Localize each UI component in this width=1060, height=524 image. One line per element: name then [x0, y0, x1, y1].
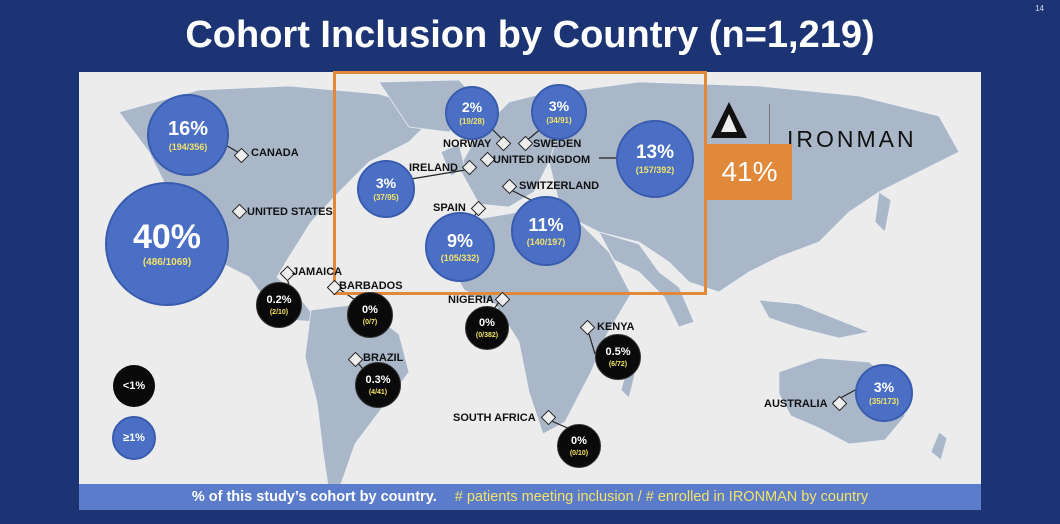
bubble-nigeria: 0% (0/382) — [465, 306, 509, 350]
label-barbados: BARBADOS — [339, 280, 403, 292]
label-nigeria: NIGERIA — [448, 294, 494, 306]
bubble-brazil-pct: 0.3% — [365, 373, 391, 386]
bubble-spain-count: (105/332) — [440, 252, 480, 263]
japan-landmass — [874, 191, 892, 233]
arabia-india-landmass — [598, 231, 695, 328]
bubble-switzerland-pct: 11% — [528, 214, 564, 235]
label-united-kingdom: UNITED KINGDOM — [493, 154, 591, 166]
world-map-panel: IRONMAN 41% CANADA UNITED STATES JAMAICA… — [79, 71, 981, 510]
label-norway: NORWAY — [443, 138, 492, 150]
bubble-barbados-count: (0/7) — [362, 318, 378, 326]
bubble-australia: 3% (35/173) — [855, 364, 913, 422]
bubble-switzerland: 11% (140/197) — [511, 196, 581, 266]
bubble-norway-count: (19/28) — [459, 117, 485, 126]
bubble-united-states: 40% (486/1069) — [105, 182, 229, 306]
bubble-norway-pct: 2% — [461, 99, 483, 115]
footer-percentage-note: % of this study’s cohort by country. — [191, 489, 437, 505]
bubble-jamaica-pct: 0.2% — [266, 293, 292, 306]
label-australia: AUSTRALIA — [764, 398, 828, 410]
bubble-canada-count: (194/356) — [168, 141, 208, 152]
bubble-united-kingdom-count: (157/392) — [635, 165, 675, 175]
bubble-brazil-count: (4/41) — [368, 388, 388, 396]
bubble-nigeria-count: (0/382) — [475, 331, 499, 339]
legend-at-least-1-percent: ≥1% — [112, 416, 156, 460]
bubble-jamaica-count: (2/10) — [269, 308, 289, 316]
bubble-united-states-pct: 40% — [132, 218, 202, 256]
label-brazil: BRAZIL — [363, 352, 404, 364]
south-america-landmass — [304, 303, 410, 493]
bubble-united-kingdom-pct: 13% — [635, 142, 675, 163]
bubble-south-africa-count: (0/10) — [569, 449, 589, 457]
ironman-wordmark: IRONMAN — [787, 126, 917, 152]
slide-title: Cohort Inclusion by Country (n=1,219) — [185, 14, 875, 56]
bubble-kenya: 0.5% (6/72) — [595, 334, 641, 380]
bubble-canada: 16% (194/356) — [147, 94, 229, 176]
label-spain: SPAIN — [433, 202, 466, 214]
label-sweden: SWEDEN — [533, 138, 582, 150]
legend-less-than-1-percent: <1% — [113, 365, 155, 407]
label-south-africa: SOUTH AFRICA — [453, 412, 536, 424]
bubble-united-kingdom: 13% (157/392) — [616, 120, 694, 198]
connector-ireland — [404, 169, 466, 181]
bubble-united-states-count: (486/1069) — [142, 257, 192, 268]
label-switzerland: SWITZERLAND — [519, 180, 600, 192]
bubble-nigeria-pct: 0% — [479, 316, 495, 329]
footer-count-note: # patients meeting inclusion / # enrolle… — [454, 489, 869, 505]
bubble-australia-pct: 3% — [873, 379, 895, 395]
ironman-logo-divider — [769, 104, 770, 154]
bubble-ireland-count: (37/95) — [373, 193, 399, 202]
ironman-highlight-percentage: 41% — [707, 144, 792, 200]
bubble-ireland: 3% (37/95) — [357, 160, 415, 218]
ironman-logo-icon — [711, 102, 747, 138]
bubble-ireland-pct: 3% — [375, 175, 397, 191]
bubble-spain: 9% (105/332) — [425, 212, 495, 282]
bubble-south-africa: 0% (0/10) — [557, 424, 601, 468]
bubble-barbados: 0% (0/7) — [347, 292, 393, 338]
footer-legend-bar: % of this study’s cohort by country. # p… — [79, 484, 981, 510]
bubble-jamaica: 0.2% (2/10) — [256, 282, 302, 328]
label-ireland: IRELAND — [409, 162, 458, 174]
bubble-kenya-pct: 0.5% — [605, 345, 631, 358]
bubble-south-africa-pct: 0% — [571, 434, 587, 447]
bubble-brazil: 0.3% (4/41) — [355, 362, 401, 408]
bubble-spain-pct: 9% — [446, 230, 473, 251]
slide-number: 14 — [1035, 4, 1044, 13]
bubble-sweden-pct: 3% — [548, 98, 570, 114]
bubble-switzerland-count: (140/197) — [526, 236, 566, 247]
label-united-states: UNITED STATES — [247, 206, 333, 218]
bubble-barbados-pct: 0% — [362, 303, 378, 316]
bubble-sweden: 3% (34/91) — [531, 84, 587, 140]
label-canada: CANADA — [251, 147, 299, 159]
bubble-sweden-count: (34/91) — [546, 116, 572, 125]
label-jamaica: JAMAICA — [292, 266, 343, 278]
europe-highlight-box — [333, 71, 707, 295]
bubble-kenya-count: (6/72) — [608, 360, 628, 368]
bubble-australia-count: (35/173) — [869, 397, 899, 406]
new-zealand-landmass — [930, 431, 948, 461]
bubble-canada-pct: 16% — [167, 117, 209, 140]
connector-kenya — [588, 333, 596, 355]
southeast-asia-islands — [758, 299, 871, 339]
bubble-norway: 2% (19/28) — [445, 86, 499, 140]
label-kenya: KENYA — [597, 321, 635, 333]
